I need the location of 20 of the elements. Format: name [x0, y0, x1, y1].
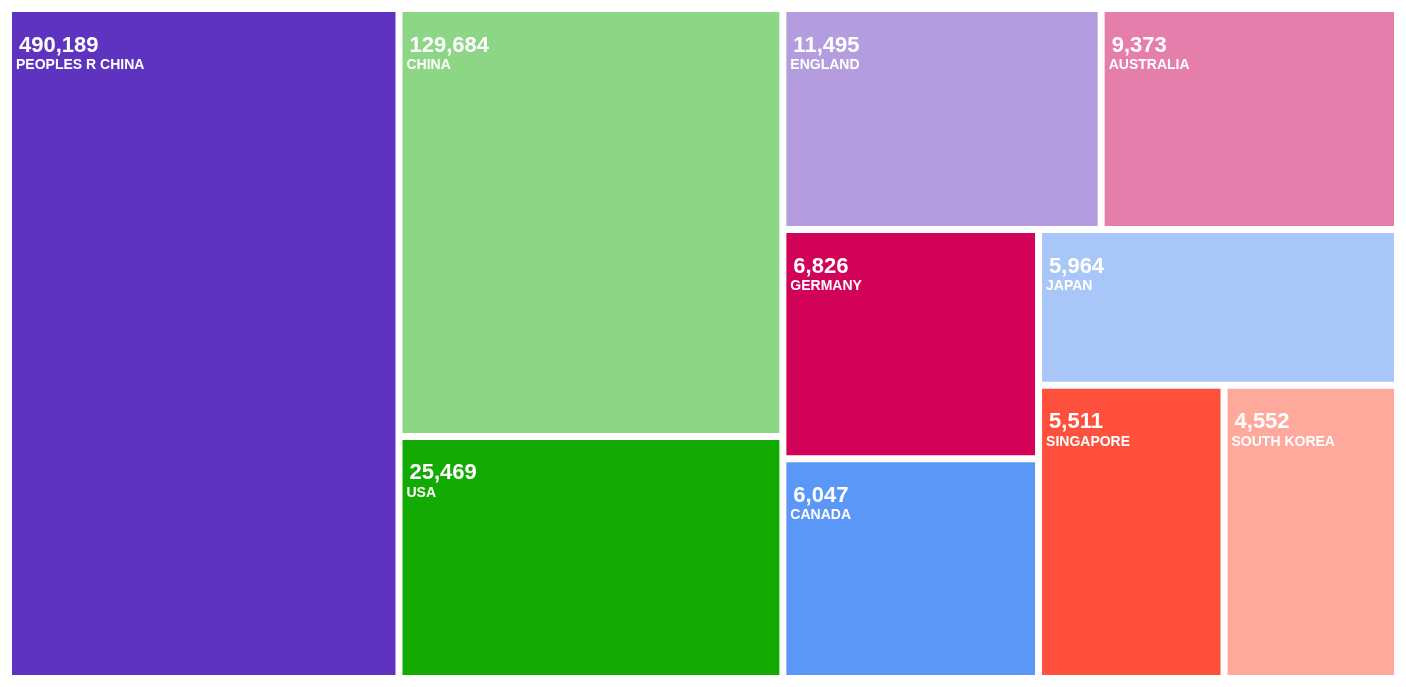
category-label: GERMANY	[790, 277, 863, 294]
category-label: AUSTRALIA	[1108, 56, 1190, 72]
data-label: 490,189	[19, 31, 99, 57]
category-label: JAPAN	[1046, 277, 1093, 294]
category-label: SINGAPORE	[1046, 432, 1131, 449]
category-label: CANADA	[790, 506, 852, 523]
data-label: 129,684	[409, 31, 490, 57]
data-label: 4,552	[1234, 408, 1290, 434]
data-label: 6,826	[793, 252, 849, 278]
data-label: 25,469	[409, 459, 477, 485]
data-label: 9,373	[1111, 31, 1167, 57]
data-label: 5,964	[1049, 252, 1105, 278]
category-label: CHINA	[406, 56, 451, 72]
category-label: SOUTH KOREA	[1231, 432, 1335, 449]
data-label: 6,047	[793, 481, 849, 507]
category-label: USA	[406, 483, 437, 500]
data-label: 5,511	[1049, 408, 1103, 434]
category-label: PEOPLES R CHINA	[16, 56, 145, 72]
data-label: 11,495	[793, 31, 860, 57]
category-label: ENGLAND	[790, 56, 860, 72]
